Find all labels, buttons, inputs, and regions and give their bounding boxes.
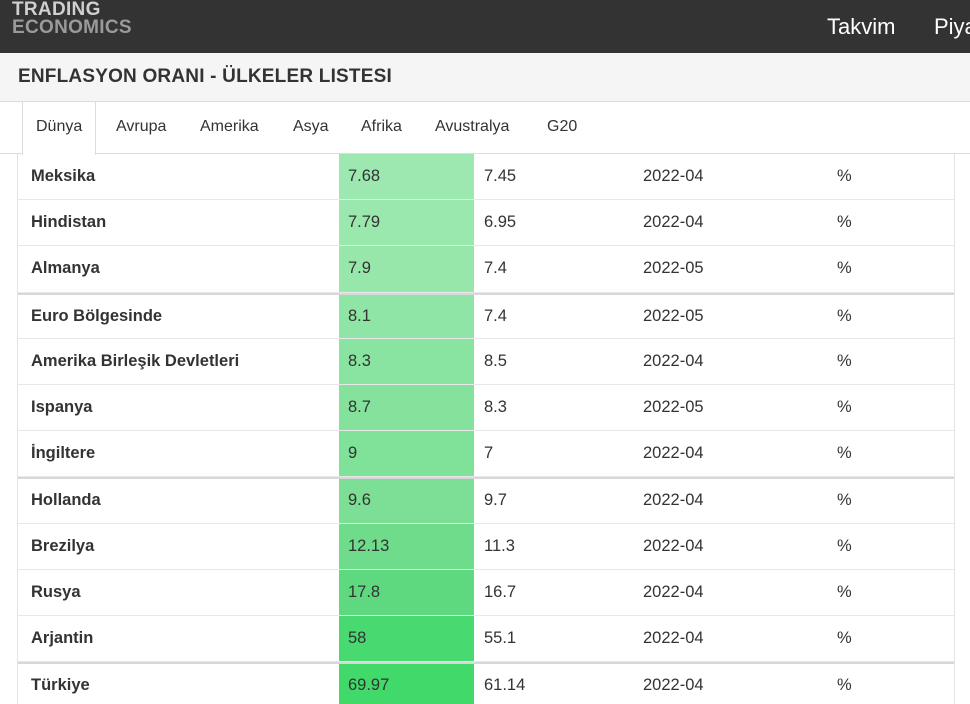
last-value: 7.9 <box>339 246 474 292</box>
table-row[interactable]: Almanya 7.9 7.4 2022-05% <box>18 246 954 293</box>
unit: % <box>837 213 852 232</box>
unit: % <box>837 582 852 601</box>
table-row[interactable]: Amerika Birleşik Devletleri 8.3 8.5 2022-04… <box>18 338 954 385</box>
unit: % <box>837 536 852 555</box>
last-value: 58 <box>339 615 474 662</box>
country-name[interactable]: Türkiye <box>31 676 90 695</box>
tab-asya[interactable]: Asya <box>293 118 329 135</box>
table-row[interactable]: Hindistan 7.79 6.95 2022-04% <box>18 200 954 247</box>
unit: % <box>837 167 852 186</box>
unit: % <box>837 444 852 463</box>
last-value: 8.1 <box>339 294 474 338</box>
previous-value: 6.95 <box>484 213 517 232</box>
nav-item-piyasalar[interactable]: Piya <box>934 14 970 39</box>
tab-avustralya[interactable]: Avustralya <box>435 118 510 135</box>
previous-value: 7.4 <box>484 259 507 278</box>
country-name[interactable]: İngiltere <box>31 444 96 463</box>
table-row[interactable]: Rusya 17.8 16.7 2022-04% <box>18 569 954 616</box>
country-name[interactable]: Hindistan <box>31 213 107 232</box>
table-row[interactable]: Brezilya 12.13 11.3 2022-04% <box>18 523 954 570</box>
previous-value: 7.4 <box>484 306 507 325</box>
tab-amerika[interactable]: Amerika <box>200 118 259 135</box>
region-tabs: Dünya Avrupa Amerika Asya Afrika Avustra… <box>0 102 970 155</box>
reference-date: 2022-04 <box>643 628 704 647</box>
reference-date: 2022-04 <box>643 444 704 463</box>
nav-item-takvim[interactable]: Takvim <box>827 14 896 39</box>
previous-value: 61.14 <box>484 676 526 695</box>
table-row[interactable]: İngiltere 9 7 2022-04% <box>18 431 954 478</box>
previous-value: 7.45 <box>484 167 517 186</box>
unit: % <box>837 676 852 695</box>
last-value: 12.13 <box>339 523 474 569</box>
inflation-table: Meksika 7.68 7.45 2022-04% Hindistan 7.79 6.95… <box>17 154 955 704</box>
unit: % <box>837 398 852 417</box>
unit: % <box>837 259 852 278</box>
brand-logo-line2: ECONOMICS <box>12 17 132 38</box>
reference-date: 2022-04 <box>643 491 704 510</box>
country-name[interactable]: Meksika <box>31 167 96 186</box>
table-row[interactable]: Euro Bölgesinde 8.1 7.4 2022-05% <box>18 292 954 339</box>
tab-afrika[interactable]: Afrika <box>361 118 402 135</box>
table-row[interactable]: Meksika 7.68 7.45 2022-04% <box>18 154 954 201</box>
unit: % <box>837 491 852 510</box>
brand-logo[interactable]: TRADING ECONOMICS <box>12 0 132 37</box>
reference-date: 2022-04 <box>643 167 704 186</box>
last-value: 7.68 <box>339 154 474 200</box>
previous-value: 55.1 <box>484 628 517 647</box>
top-navigation-bar: TRADING ECONOMICS Takvim Piya <box>0 0 970 53</box>
tab-dunya[interactable]: Dünya <box>22 102 97 155</box>
previous-value: 8.5 <box>484 351 507 370</box>
unit: % <box>837 306 852 325</box>
last-value: 69.97 <box>339 664 474 704</box>
last-value: 8.3 <box>339 338 474 384</box>
country-name[interactable]: Arjantin <box>31 628 94 647</box>
unit: % <box>837 628 852 647</box>
country-name[interactable]: Almanya <box>31 259 100 278</box>
tab-avrupa[interactable]: Avrupa <box>116 118 167 135</box>
reference-date: 2022-05 <box>643 398 704 417</box>
tab-g20[interactable]: G20 <box>547 118 578 135</box>
previous-value: 11.3 <box>484 536 515 555</box>
reference-date: 2022-04 <box>643 351 704 370</box>
reference-date: 2022-05 <box>643 259 704 278</box>
title-bar: ENFLASYON ORANI - ÜLKELER LISTESI <box>0 53 970 102</box>
previous-value: 16.7 <box>484 582 517 601</box>
reference-date: 2022-04 <box>643 536 704 555</box>
country-name[interactable]: Hollanda <box>31 491 101 510</box>
country-name[interactable]: Ispanya <box>31 398 93 417</box>
country-name[interactable]: Amerika Birleşik Devletleri <box>31 351 240 370</box>
previous-value: 7 <box>484 444 494 463</box>
reference-date: 2022-04 <box>643 676 704 695</box>
reference-date: 2022-04 <box>643 213 704 232</box>
last-value: 8.7 <box>339 384 474 431</box>
last-value: 17.8 <box>339 569 474 615</box>
table-row[interactable]: Arjantin 58 55.1 2022-04% <box>18 615 954 663</box>
page-title: ENFLASYON ORANI - ÜLKELER LISTESI <box>18 66 392 87</box>
country-name[interactable]: Brezilya <box>31 536 95 555</box>
country-name[interactable]: Rusya <box>31 582 81 601</box>
previous-value: 8.3 <box>484 398 507 417</box>
reference-date: 2022-05 <box>643 306 704 325</box>
unit: % <box>837 351 852 370</box>
previous-value: 9.7 <box>484 491 507 510</box>
last-value: 9 <box>339 431 474 477</box>
table-row[interactable]: Türkiye 69.97 61.14 2022-04% <box>18 662 954 704</box>
table-row[interactable]: Ispanya 8.7 8.3 2022-05% <box>18 384 954 432</box>
country-name[interactable]: Euro Bölgesinde <box>31 306 163 325</box>
reference-date: 2022-04 <box>643 582 704 601</box>
brand-logo-line1: TRADING <box>12 0 101 20</box>
last-value: 7.79 <box>339 200 474 246</box>
last-value: 9.6 <box>339 479 474 523</box>
table-row[interactable]: Hollanda 9.6 9.7 2022-04% <box>18 477 954 524</box>
